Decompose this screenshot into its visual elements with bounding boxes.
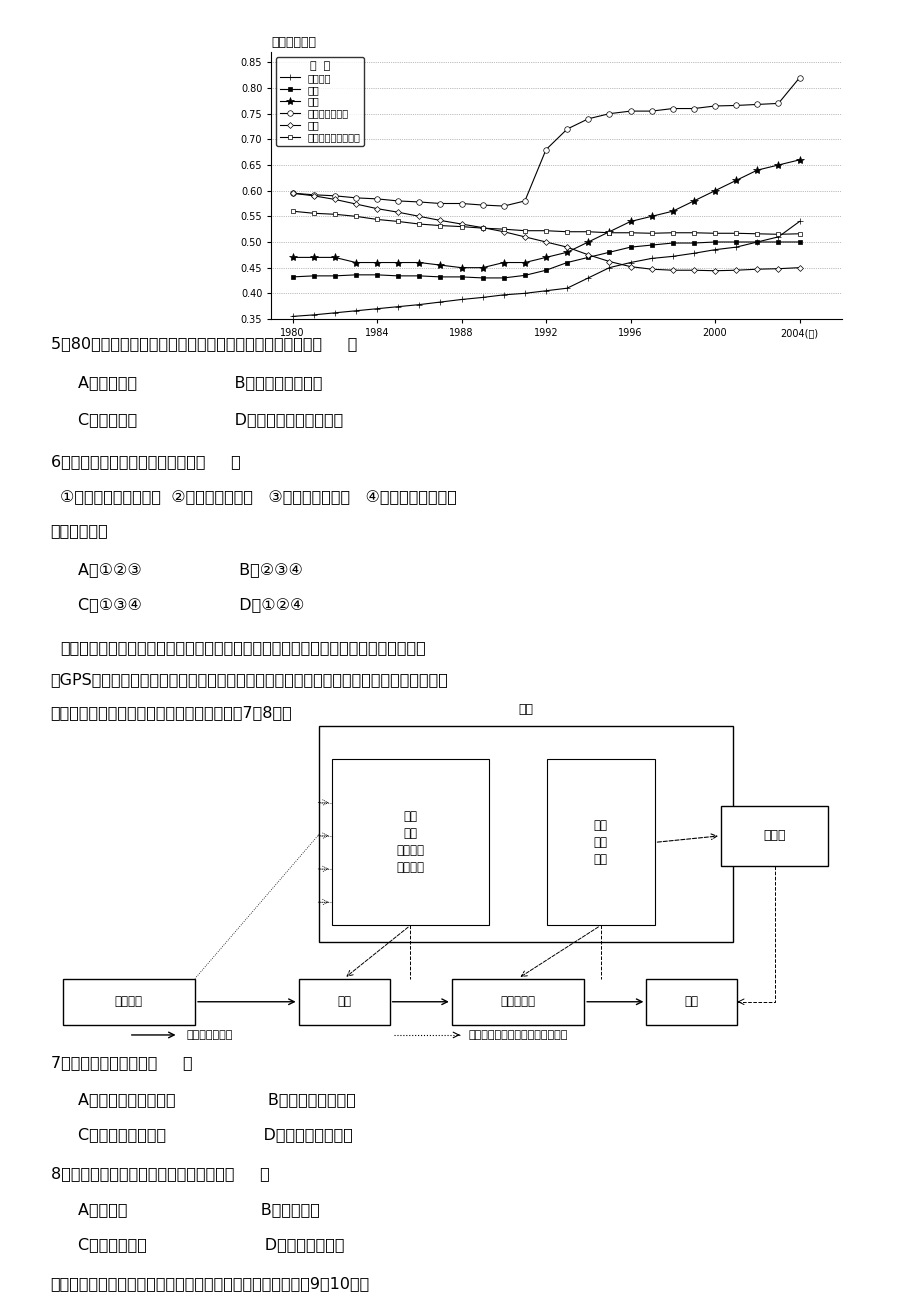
FancyBboxPatch shape: [62, 979, 195, 1025]
Text: C．代理销售商                       D．信息交流平台: C．代理销售商 D．信息交流平台: [78, 1237, 345, 1253]
Legend: 食品加工, 饮料, 服装, 电子与通讯设备, 医药, 黑色金属冶炼及加工: 食品加工, 饮料, 服装, 电子与通讯设备, 医药, 黑色金属冶炼及加工: [276, 57, 364, 146]
Text: 下图为我国某城市近五年产业发展矩形方阵分析图。据此回答9～10题。: 下图为我国某城市近五年产业发展矩形方阵分析图。据此回答9～10题。: [51, 1276, 369, 1292]
Text: 总部: 总部: [518, 703, 533, 716]
Text: A．食品加工                   B．电子与通讯设备: A．食品加工 B．电子与通讯设备: [78, 375, 323, 391]
Text: 产业集中程度: 产业集中程度: [271, 36, 316, 49]
Text: A．专卖店                          B．大型超市: A．专卖店 B．大型超市: [78, 1202, 320, 1217]
Text: 传统的商业流通: 传统的商业流通: [187, 1030, 233, 1040]
Text: 销售: 销售: [684, 995, 698, 1008]
Text: 储存、调运: 储存、调运: [500, 995, 535, 1008]
Text: 套GPS导航设备，两天后在家收到了订货。下图为该公司基于互联网条件下的生产组织、经: 套GPS导航设备，两天后在家收到了订货。下图为该公司基于互联网条件下的生产组织、…: [51, 672, 448, 687]
Text: A．劳动力导向型产业                  B．技术导向型产业: A．劳动力导向型产业 B．技术导向型产业: [78, 1091, 356, 1107]
FancyBboxPatch shape: [451, 979, 584, 1025]
Text: 7．图中生产企业属于（     ）: 7．图中生产企业属于（ ）: [51, 1055, 192, 1070]
Text: 8．图中显示该企业产品销售主要是依靠（     ）: 8．图中显示该企业产品销售主要是依靠（ ）: [51, 1165, 269, 1181]
Text: 5．80年代以来，分布从较为分散转变为显著集中的产业是（     ）: 5．80年代以来，分布从较为分散转变为显著集中的产业是（ ）: [51, 336, 357, 352]
Text: 基于互联网条件下的物流、信息流: 基于互联网条件下的物流、信息流: [468, 1030, 567, 1040]
Text: 设计
采购
市场销售
库存管理: 设计 采购 市场销售 库存管理: [396, 810, 424, 875]
Text: 收购: 收购: [336, 995, 351, 1008]
FancyBboxPatch shape: [546, 759, 654, 926]
Text: C．原料导向型产业                   D．市场导向型产业: C．原料导向型产业 D．市场导向型产业: [78, 1126, 353, 1142]
Text: 营网络与传统商业流通环节示意图。据此完成7～8题。: 营网络与传统商业流通环节示意图。据此完成7～8题。: [51, 704, 292, 720]
FancyBboxPatch shape: [720, 806, 828, 866]
Text: 利用率的提高: 利用率的提高: [51, 522, 108, 538]
Text: 网站
呼叫
中心: 网站 呼叫 中心: [593, 819, 607, 866]
FancyBboxPatch shape: [298, 979, 390, 1025]
Text: 6．一直走向分散的产业及原因是（     ）: 6．一直走向分散的产业及原因是（ ）: [51, 453, 240, 469]
Text: 生产企业: 生产企业: [115, 995, 142, 1008]
Text: A．①②③                   B．②③④: A．①②③ B．②③④: [78, 561, 302, 577]
FancyBboxPatch shape: [646, 979, 737, 1025]
Text: 盐城的王先生登录了总部位于广州的某交通导航设备公司网站，为自己的爱车订购了一: 盐城的王先生登录了总部位于广州的某交通导航设备公司网站，为自己的爱车订购了一: [60, 639, 425, 655]
Text: C．服装制造                   D．黑色金属冶炼及加工: C．服装制造 D．黑色金属冶炼及加工: [78, 411, 343, 427]
FancyBboxPatch shape: [319, 727, 732, 943]
Text: ①黑色金属冶炼及加工  ②电子与通讯设备   ③交通条件的改善   ④科技的进步和能源: ①黑色金属冶炼及加工 ②电子与通讯设备 ③交通条件的改善 ④科技的进步和能源: [60, 490, 456, 505]
FancyBboxPatch shape: [332, 759, 489, 926]
Text: 消费者: 消费者: [763, 829, 785, 842]
Text: C．①③④                   D．①②④: C．①③④ D．①②④: [78, 596, 304, 612]
